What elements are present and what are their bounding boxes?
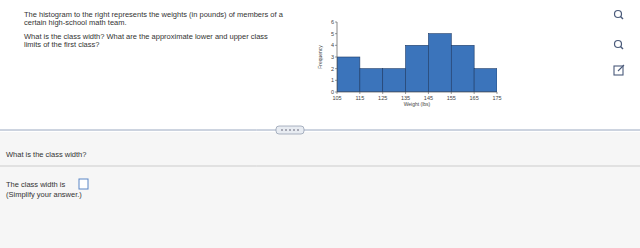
histogram-bar: [451, 45, 474, 92]
y-tick-label: 3: [331, 54, 334, 60]
x-tick: [337, 92, 338, 94]
bars: [337, 34, 497, 92]
popout-icon[interactable]: [614, 66, 623, 75]
divider: [0, 166, 640, 167]
question: What is the class width?: [6, 150, 86, 159]
x-axis-label: Weight (lbs): [404, 101, 431, 107]
toggle-dot: [281, 129, 283, 131]
histogram-bar: [406, 45, 429, 92]
y-tick: [335, 68, 337, 69]
x-tick-label: 125: [378, 95, 387, 101]
y-tick: [335, 33, 337, 34]
prompt-line: What is the class width? What are the ap…: [24, 32, 268, 41]
x-tick: [497, 92, 498, 94]
histogram-bar: [383, 69, 406, 92]
y-tick: [335, 57, 337, 58]
x-tick-label: 115: [355, 95, 364, 101]
toggle-dot: [285, 129, 287, 131]
prompt-line: The histogram to the right represents th…: [24, 10, 283, 19]
expand-toggle[interactable]: [276, 126, 304, 134]
toggle-dot: [293, 129, 295, 131]
x-tick: [428, 92, 429, 94]
page: The histogram to the right represents th…: [0, 0, 640, 248]
hint: (Simplify your answer.): [6, 190, 82, 199]
histogram-bar: [428, 34, 451, 92]
x-tick: [474, 92, 475, 94]
zoom-icon-handle: [621, 17, 624, 20]
y-tick-label: 1: [331, 77, 334, 83]
x-tick: [382, 92, 383, 94]
x-tick-label: 105: [332, 95, 341, 101]
answer-box[interactable]: [79, 179, 88, 189]
toggle-dot: [297, 129, 299, 131]
prompt-line: limits of the first class?: [24, 40, 99, 49]
x-tick-label: 155: [447, 95, 456, 101]
y-tick-label: 5: [331, 31, 334, 37]
x-tick: [359, 92, 360, 94]
zoom-icon[interactable]: [615, 41, 622, 48]
popout-arrow: [618, 65, 624, 71]
y-tick-label: 6: [331, 19, 334, 25]
x-tick-label: 175: [492, 95, 501, 101]
answer-label: The class width is: [6, 180, 65, 189]
canvas: 0123456105115125135145155165175Weight (l…: [0, 0, 640, 248]
prompt-line: certain high-school math team.: [24, 18, 127, 27]
zoom-icon[interactable]: [615, 11, 622, 18]
y-tick-label: 4: [331, 42, 334, 48]
zoom-icon-handle: [621, 47, 624, 50]
histogram-bar: [474, 69, 497, 92]
answer-area: [0, 132, 640, 248]
y-tick: [335, 45, 337, 46]
y-tick: [335, 80, 337, 81]
x-tick: [451, 92, 452, 94]
histogram-bar: [337, 57, 360, 92]
y-tick: [335, 22, 337, 23]
y-axis-label: Frequency: [317, 45, 323, 69]
x-tick: [405, 92, 406, 94]
x-axis: [337, 92, 497, 93]
divider: [0, 130, 640, 131]
toggle-dot: [289, 129, 291, 131]
histogram-bar: [360, 69, 383, 92]
x-tick-label: 165: [470, 95, 479, 101]
y-tick-label: 2: [331, 66, 334, 72]
